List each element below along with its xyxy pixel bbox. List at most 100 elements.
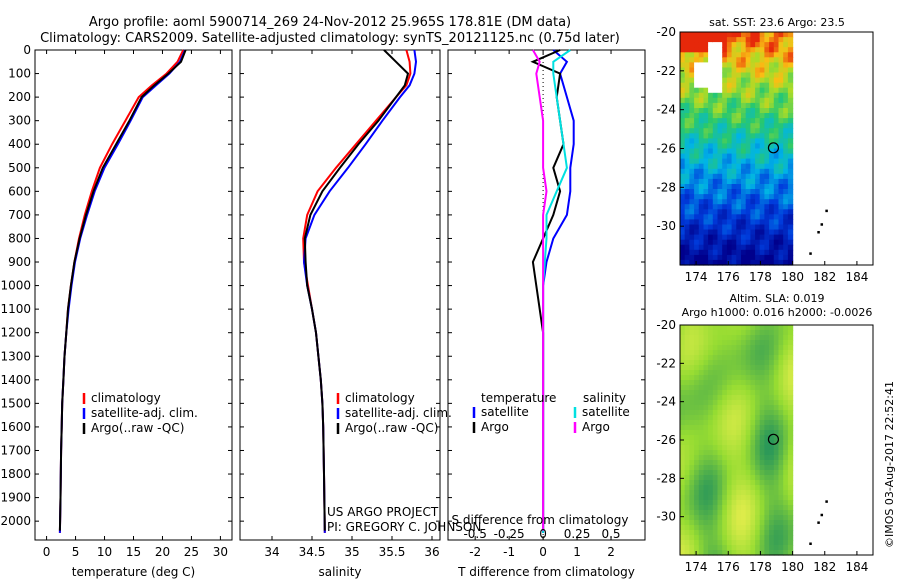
map-cell	[726, 475, 733, 481]
map-cell	[703, 540, 709, 546]
map-cell	[680, 540, 686, 546]
map-cell	[769, 219, 775, 226]
map-cell	[759, 214, 765, 220]
map-cell	[759, 67, 765, 74]
map-cell	[708, 67, 714, 74]
map-cell	[689, 97, 695, 104]
map-cell	[750, 72, 756, 79]
map-cell	[755, 540, 761, 546]
map-cell	[755, 375, 761, 381]
map-cell	[787, 435, 794, 441]
map-cell	[783, 505, 789, 511]
map-cell	[741, 325, 747, 331]
map-cell	[694, 360, 700, 366]
map-cell	[698, 37, 705, 43]
map-cell	[783, 244, 789, 251]
map-cell	[778, 415, 784, 421]
map-cell	[680, 495, 686, 501]
map-cell	[764, 82, 770, 89]
map-cell	[764, 435, 770, 441]
map-cell	[755, 385, 761, 391]
map-cell	[680, 113, 686, 119]
map-cell	[764, 445, 770, 451]
map-cell	[703, 375, 709, 381]
map-cell	[755, 390, 761, 396]
map-cell	[698, 229, 705, 236]
map-cell	[726, 37, 733, 43]
map-cell	[773, 204, 780, 210]
map-cell	[745, 82, 751, 89]
map-cell	[712, 510, 719, 516]
map-cell	[712, 370, 719, 376]
map-cell	[684, 505, 690, 511]
map-cell	[773, 375, 780, 381]
map-cell	[712, 123, 719, 129]
map-cell	[745, 445, 751, 451]
map-cell	[680, 102, 686, 109]
map-cell	[726, 194, 733, 200]
island-dot	[825, 209, 828, 213]
map-cell	[698, 345, 705, 351]
map-cell	[708, 229, 714, 236]
map-cell	[726, 163, 733, 170]
map-cell	[694, 330, 700, 336]
map-cell	[694, 128, 700, 134]
map-cell	[717, 108, 723, 114]
map-cell	[750, 194, 756, 200]
map-cell	[736, 475, 742, 481]
map-cell	[755, 450, 761, 456]
map-cell	[694, 495, 700, 501]
map-cell	[750, 480, 756, 486]
map-cell	[750, 168, 756, 175]
map-cell	[703, 490, 709, 496]
map-cell	[698, 385, 705, 391]
map-cell	[694, 239, 700, 246]
map-cell	[712, 545, 719, 551]
map-cell	[684, 495, 690, 501]
map-cell	[764, 505, 770, 511]
map-cell	[703, 380, 709, 386]
map-cell	[726, 325, 733, 331]
map-cell	[694, 108, 700, 114]
map-cell	[712, 405, 719, 411]
map-cell	[769, 153, 775, 160]
map-cell	[755, 520, 761, 526]
map-cell	[708, 330, 714, 336]
map-cell	[689, 138, 695, 145]
map-cell	[698, 480, 705, 486]
plot-frame	[239, 49, 441, 541]
map-cell	[731, 550, 737, 556]
map-cell	[755, 425, 761, 431]
map-cell	[712, 244, 719, 251]
map-cell	[745, 184, 751, 190]
map-cell	[783, 168, 789, 175]
map-cell	[680, 168, 686, 175]
map-cell	[703, 92, 709, 99]
map-cell	[736, 87, 742, 94]
map-cell	[736, 470, 742, 476]
map-cell	[684, 470, 690, 476]
map-cell	[783, 204, 789, 210]
map-cell	[769, 189, 775, 195]
map-cell	[773, 445, 780, 451]
map-cell	[703, 163, 709, 170]
map-cell	[778, 405, 784, 411]
map-cell	[708, 32, 714, 38]
map-cell	[731, 97, 737, 104]
map-cell	[708, 370, 714, 376]
map-cell	[755, 52, 761, 58]
map-cell	[717, 500, 723, 506]
map-cell	[764, 123, 770, 129]
map-cell	[755, 244, 761, 251]
map-cell	[722, 350, 728, 356]
map-cell	[731, 102, 737, 109]
map-cell	[764, 525, 770, 531]
map-cell	[783, 455, 789, 461]
map-cell	[769, 133, 775, 139]
map-cell	[694, 153, 700, 160]
map-cell	[698, 224, 705, 231]
map-cell	[750, 335, 756, 341]
map-cell	[736, 77, 742, 84]
map-cell	[689, 194, 695, 200]
map-cell	[731, 153, 737, 160]
